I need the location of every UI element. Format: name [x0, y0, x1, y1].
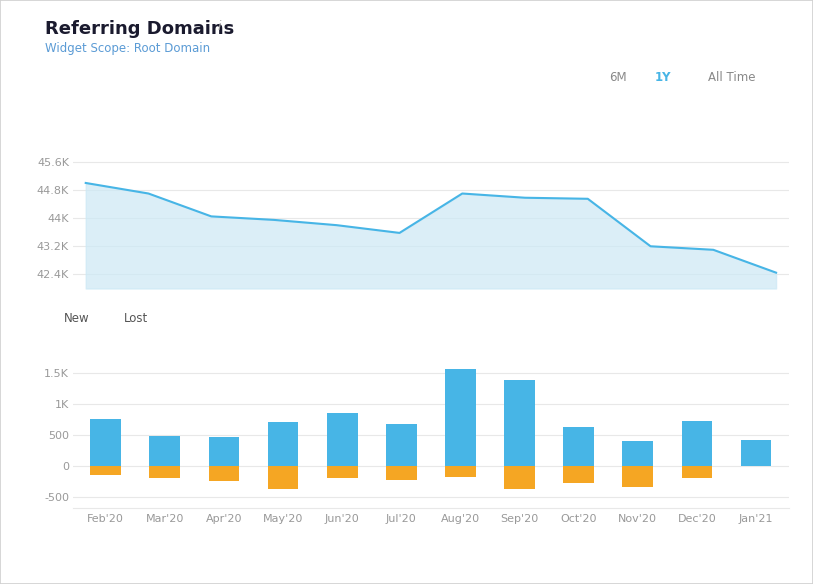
Bar [563, 466, 594, 483]
Bar [209, 466, 239, 481]
Bar [327, 466, 358, 478]
Bar [681, 466, 712, 478]
Bar [327, 413, 358, 466]
Bar [386, 466, 417, 479]
Text: 6M: 6M [609, 71, 627, 84]
Bar [504, 466, 535, 489]
Text: Referring Domains: Referring Domains [45, 20, 234, 39]
Text: 1Y: 1Y [654, 71, 671, 84]
Text: New: New [63, 312, 89, 325]
Bar [445, 466, 476, 477]
Text: i: i [218, 20, 221, 33]
Text: All Time: All Time [708, 71, 755, 84]
Bar [445, 369, 476, 466]
Bar [150, 466, 180, 478]
Bar [563, 427, 594, 466]
Bar [681, 421, 712, 466]
Bar [267, 422, 298, 466]
Text: Widget Scope: Root Domain: Widget Scope: Root Domain [45, 42, 210, 55]
Text: Lost: Lost [124, 312, 148, 325]
Bar [150, 436, 180, 466]
Bar [504, 380, 535, 466]
Bar [90, 419, 121, 466]
Bar [90, 466, 121, 475]
Text: View full report: View full report [59, 550, 168, 563]
Bar [623, 466, 653, 487]
Bar [209, 437, 239, 466]
Bar [623, 441, 653, 466]
Bar [741, 440, 772, 466]
Bar [386, 423, 417, 466]
Bar [267, 466, 298, 489]
